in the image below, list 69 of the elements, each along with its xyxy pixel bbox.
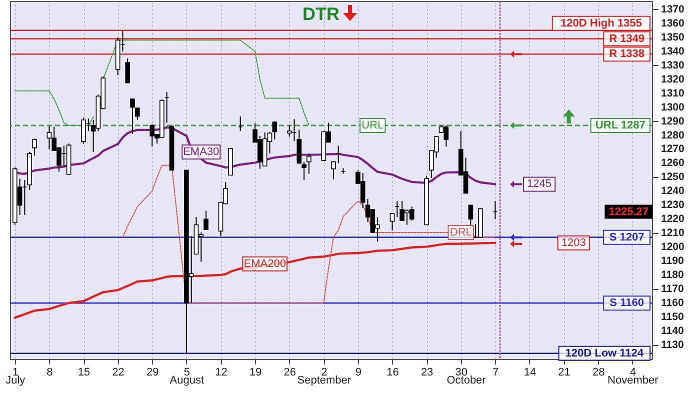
x-tick-label: 22 bbox=[112, 366, 124, 378]
y-tick-label: 1220 bbox=[661, 213, 685, 226]
y-tick-label: 1170 bbox=[661, 283, 684, 296]
candlestick bbox=[331, 160, 336, 180]
annotation: 1245 bbox=[527, 178, 552, 190]
y-tick-label: 1370 bbox=[661, 3, 685, 16]
annotation: URL bbox=[362, 119, 384, 132]
y-tick-label: 1240 bbox=[661, 185, 685, 198]
candlestick bbox=[296, 129, 302, 164]
annotation: 1203 bbox=[561, 236, 586, 249]
candlestick bbox=[302, 161, 306, 180]
y-tick-label: 1320 bbox=[661, 73, 685, 86]
annotation: 1225.27 bbox=[608, 206, 648, 218]
ref-line-label: 120D Low 1124 bbox=[565, 347, 644, 360]
x-tick-label: 12 bbox=[215, 366, 228, 378]
y-tick-label: 1270 bbox=[661, 143, 685, 156]
y-tick-label: 1190 bbox=[661, 255, 684, 268]
x-tick-label: 29 bbox=[146, 366, 159, 378]
annotation: EMA200 bbox=[244, 258, 286, 270]
y-tick-label: 1160 bbox=[661, 297, 684, 310]
x-tick-label: 26 bbox=[284, 366, 296, 378]
y-tick-label: 1210 bbox=[661, 227, 685, 240]
y-tick-label: 1250 bbox=[661, 171, 685, 184]
candlestick bbox=[204, 210, 208, 230]
x-tick-label: 21 bbox=[558, 366, 570, 378]
x-tick-label: 19 bbox=[249, 366, 262, 378]
candlestick bbox=[306, 152, 312, 174]
y-tick-label: 1180 bbox=[661, 269, 684, 282]
x-tick-label: 8 bbox=[46, 366, 53, 378]
line-series bbox=[14, 242, 496, 319]
ref-line-label: 120D High 1355 bbox=[560, 17, 642, 30]
y-tick-label: 1280 bbox=[661, 129, 685, 142]
candlestick bbox=[125, 58, 130, 84]
candlestick bbox=[135, 107, 140, 120]
x-tick-label: 9 bbox=[355, 366, 362, 378]
y-tick-label: 1330 bbox=[661, 59, 685, 72]
candlestick bbox=[286, 124, 292, 138]
y-tick-label: 1140 bbox=[661, 325, 684, 338]
x-tick-label: 14 bbox=[524, 366, 536, 378]
y-tick-label: 1350 bbox=[661, 31, 685, 44]
chart-title: DTR bbox=[302, 4, 340, 24]
candlestick bbox=[32, 138, 37, 156]
y-tick-label: 1150 bbox=[661, 311, 684, 324]
y-tick-label: 1300 bbox=[661, 101, 685, 114]
x-tick-label: 7 bbox=[492, 366, 499, 378]
ref-line-label: R 1338 bbox=[609, 48, 645, 60]
candlestick bbox=[390, 213, 395, 231]
y-tick-label: 1230 bbox=[661, 199, 685, 212]
y-tick-label: 1360 bbox=[661, 17, 685, 30]
candlestick bbox=[272, 120, 278, 140]
x-tick-label: 28 bbox=[592, 366, 605, 378]
y-tick-label: 1310 bbox=[661, 87, 685, 100]
annotation: EMA30 bbox=[183, 146, 220, 158]
ref-line-label: R 1349 bbox=[609, 32, 645, 45]
line-series bbox=[122, 164, 496, 304]
y-tick-label: 1130 bbox=[661, 339, 684, 352]
ref-line-label: S 1207 bbox=[609, 231, 644, 244]
x2-tick-label: October bbox=[446, 374, 486, 386]
ref-line-label: S 1160 bbox=[610, 297, 644, 310]
candlestick bbox=[130, 98, 135, 134]
ref-line-label: URL 1287 bbox=[595, 119, 646, 132]
x-tick-label: 23 bbox=[420, 366, 434, 378]
y-tick-label: 1340 bbox=[661, 45, 685, 58]
x-tick-label: 15 bbox=[78, 366, 90, 378]
y-tick-label: 1260 bbox=[661, 157, 685, 170]
y-tick-label: 1290 bbox=[661, 115, 685, 128]
y-tick-label: 1200 bbox=[661, 241, 685, 254]
x-tick-label: 16 bbox=[386, 366, 399, 378]
x2-tick-label: July bbox=[6, 374, 26, 386]
